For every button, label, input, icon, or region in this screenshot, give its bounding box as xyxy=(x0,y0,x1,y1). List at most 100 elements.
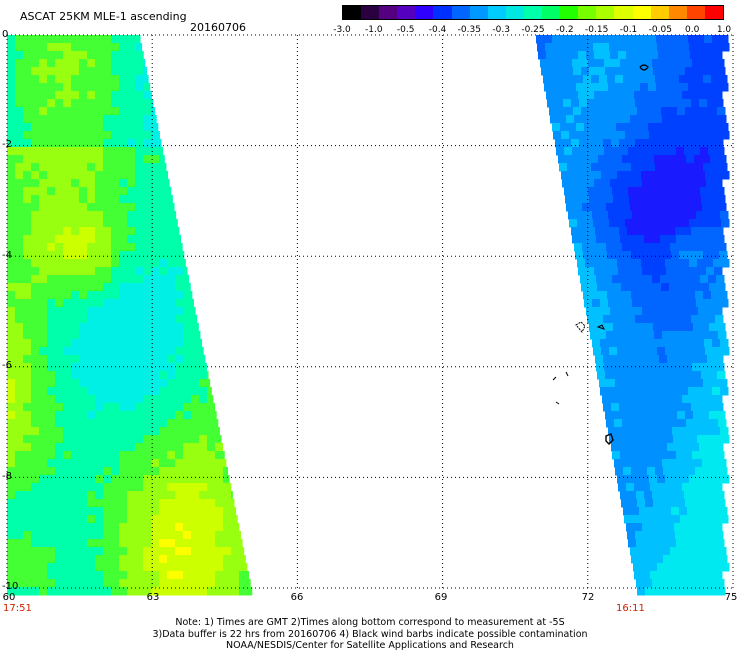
swath-cell xyxy=(159,579,168,588)
swath-cell xyxy=(586,307,595,316)
swath-cell xyxy=(143,75,149,84)
swath-cell xyxy=(159,283,168,292)
swath-cell xyxy=(47,107,56,116)
swath-cell xyxy=(135,299,144,308)
swath-cell xyxy=(111,515,120,524)
swath-cell xyxy=(651,443,660,452)
swath-cell xyxy=(39,467,48,476)
swath-cell xyxy=(628,59,637,68)
swath-cell xyxy=(23,371,32,380)
swath-cell xyxy=(591,291,600,300)
swath-cell xyxy=(719,507,728,516)
swath-cell xyxy=(572,59,581,68)
swath-cell xyxy=(63,283,72,292)
swath-cell xyxy=(167,395,176,404)
swath-cell xyxy=(636,579,645,588)
swath-cell xyxy=(700,235,709,244)
colorbar-label: -0.15 xyxy=(585,25,609,35)
swath-cell xyxy=(79,283,88,292)
swath-cell xyxy=(7,427,16,436)
swath-cell xyxy=(623,75,632,84)
swath-cell xyxy=(151,539,160,548)
swath-cell xyxy=(700,363,709,372)
swath-cell xyxy=(71,283,80,292)
swath-cell xyxy=(127,267,136,276)
swath-cell xyxy=(656,123,665,132)
swath-cell xyxy=(693,323,702,332)
swath-cell xyxy=(79,411,88,420)
swath-cell xyxy=(646,331,655,340)
swath-cell xyxy=(634,395,643,404)
swath-cell xyxy=(652,275,661,284)
swath-cell xyxy=(135,43,143,52)
swath-cell xyxy=(95,299,104,308)
swath-cell xyxy=(668,491,677,500)
swath-cell xyxy=(674,523,683,532)
swath-cell xyxy=(667,227,676,236)
swath-cell xyxy=(629,107,638,116)
swath-cell xyxy=(624,83,633,92)
swath-cell xyxy=(23,347,32,356)
swath-cell xyxy=(103,211,112,220)
swath-cell xyxy=(103,131,112,140)
swath-cell xyxy=(79,307,88,316)
swath-cell xyxy=(645,587,654,596)
swath-cell xyxy=(119,411,128,420)
swath-cell xyxy=(545,43,554,52)
swath-cell xyxy=(199,491,208,500)
swath-cell xyxy=(167,379,176,388)
swath-cell xyxy=(47,99,56,108)
swath-cell xyxy=(7,139,16,148)
swath-cell xyxy=(7,211,16,220)
swath-cell xyxy=(720,211,729,220)
swath-cell xyxy=(55,203,64,212)
swath-cell xyxy=(585,43,594,52)
swath-cell xyxy=(47,243,56,252)
swath-cell xyxy=(626,395,635,404)
swath-cell xyxy=(661,323,670,332)
swath-cell xyxy=(672,83,681,92)
swath-cell xyxy=(673,259,682,268)
swath-cell xyxy=(151,579,160,588)
swath-cell xyxy=(625,259,634,268)
swath-cell xyxy=(659,355,668,364)
swath-cell xyxy=(159,339,168,348)
swath-cell xyxy=(183,475,192,484)
swath-cell xyxy=(679,467,688,476)
swath-cell xyxy=(119,259,128,268)
swath-cell xyxy=(15,131,24,140)
swath-cell xyxy=(699,139,708,148)
swath-cell xyxy=(612,275,621,284)
swath-cell xyxy=(119,571,128,580)
swath-cell xyxy=(79,83,88,92)
swath-cell xyxy=(143,203,152,212)
swath-cell xyxy=(143,339,152,348)
swath-cell xyxy=(656,211,665,220)
swath-cell xyxy=(151,483,160,492)
swath-cell xyxy=(660,59,669,68)
swath-cell xyxy=(671,251,680,260)
swath-cell xyxy=(135,539,144,548)
swath-cell xyxy=(15,339,24,348)
swath-cell xyxy=(63,371,72,380)
swath-cell xyxy=(654,459,663,468)
swath-cell xyxy=(31,531,40,540)
swath-cell xyxy=(7,227,16,236)
swath-cell xyxy=(676,579,685,588)
swath-cell xyxy=(681,171,690,180)
swath-cell xyxy=(143,427,152,436)
swath-cell xyxy=(191,443,200,452)
swath-cell xyxy=(207,379,211,388)
swath-cell xyxy=(568,211,577,220)
swath-cell xyxy=(111,43,120,52)
swath-cell xyxy=(717,283,726,292)
swath-cell xyxy=(637,67,646,76)
swath-cell xyxy=(135,331,144,340)
swath-cell xyxy=(31,539,40,548)
swath-cell xyxy=(651,531,660,540)
swath-cell xyxy=(721,171,730,180)
swath-cell xyxy=(588,147,597,156)
swath-cell xyxy=(682,179,691,188)
swath-cell xyxy=(159,427,168,436)
swath-cell xyxy=(632,123,641,132)
